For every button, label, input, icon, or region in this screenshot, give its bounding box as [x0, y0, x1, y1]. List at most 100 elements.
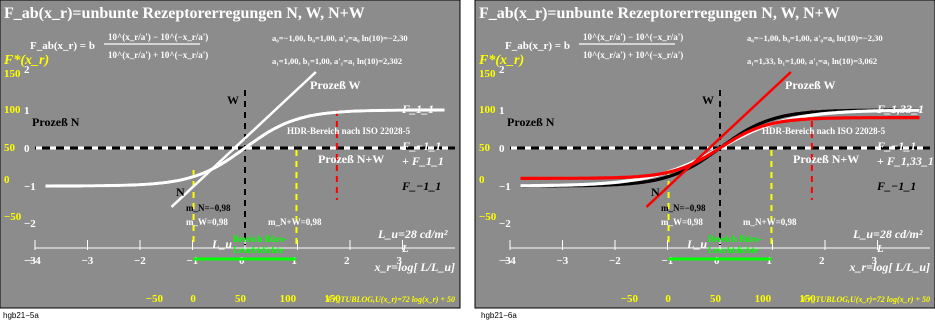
- label-slope-w: m_W=0,98: [186, 217, 228, 227]
- x2-tick-label: 100: [755, 293, 772, 305]
- label-office-1: Bereich Büro-: [708, 234, 762, 244]
- label-hdr-range: HDR-Bereich nach ISO 22028-5: [287, 126, 411, 136]
- params-line-1: a₀=−1,00, b₀=1,00, a'₀=a₀ ln(10)=−2,30: [272, 33, 408, 43]
- label-office-2: Leuchtdichte: [233, 245, 284, 255]
- x2-tick-label: −50: [146, 293, 164, 305]
- label-l: L: [401, 243, 409, 255]
- label-n: N: [651, 185, 660, 199]
- label-process-w: Prozeß W: [310, 78, 361, 92]
- label-slope-nw: m_N+W=0,98: [268, 217, 322, 227]
- curve-label-n-top: F_−1_1: [401, 139, 441, 153]
- y-axis-title: F*(x_r): [3, 53, 49, 68]
- curve-label-n-bottom: F_−1_1: [401, 179, 441, 193]
- y-tick-left: 0: [479, 174, 485, 186]
- x-tick-label: −2: [134, 255, 146, 267]
- x-tick-label: 1: [767, 255, 773, 267]
- formula-denominator: 10^(x_r/a') + 10^(−x_r/a'): [108, 50, 208, 60]
- curve-label-plus: + F_1_1: [402, 154, 444, 168]
- label-w: W: [702, 93, 714, 107]
- y-tick-left: −50: [479, 211, 497, 223]
- y-tick-inner: −3: [499, 255, 511, 267]
- formula-numerator: 10^(x_r/a') − 10^(−x_r/a'): [108, 32, 208, 42]
- label-process-n: Prozeß N: [32, 115, 80, 129]
- formula-denominator: 10^(x_r/a') + 10^(−x_r/a'): [583, 50, 683, 60]
- x-tick-label: −4: [504, 255, 516, 267]
- y-tick-inner: 0: [24, 143, 30, 155]
- x2-tick-label: 150: [324, 293, 341, 305]
- x2-axis-label: F*_TUBLOG,U(x_r)=72 log(x_r) + 50: [801, 295, 930, 304]
- chart-title: F_ab(x_r)=unbunte Rezeptorerregungen N, …: [4, 5, 365, 22]
- curve-label-w: F_1_1: [401, 102, 434, 116]
- label-process-nw: Prozeß N+W: [318, 152, 384, 166]
- y-tick-left: 0: [4, 174, 10, 186]
- x2-axis-label: F*_TUBLOG,U(x_r)=72 log(x_r) + 50: [326, 295, 455, 304]
- x-tick-label: 1: [292, 255, 298, 267]
- curve-w-white: [45, 108, 445, 188]
- label-slope-n: m_N=−0,98: [661, 203, 706, 213]
- x2-tick-label: 50: [710, 293, 722, 305]
- y-tick-left: 50: [479, 142, 491, 154]
- chart-panel-1: F_ab(x_r)=unbunte Rezeptorerregungen N, …: [0, 0, 461, 309]
- y-tick-left: 100: [4, 104, 21, 116]
- label-office-1: Bereich Büro-: [233, 234, 287, 244]
- chart-panel-2: F_ab(x_r)=unbunte Rezeptorerregungen N, …: [474, 0, 935, 309]
- x-tick-label: −1: [187, 255, 199, 267]
- params-line-2: a₁=1,00, b₁=1,00, a'₁=a₁ ln(10)=2,302: [272, 56, 402, 66]
- x2-tick-label: 50: [235, 293, 247, 305]
- y-tick-inner: −1: [24, 181, 36, 193]
- curve-label-plus: + F_1,33_1: [877, 154, 934, 168]
- y-tick-left: 150: [479, 68, 496, 80]
- x-tick-label: −3: [557, 255, 569, 267]
- x-tick-label: 2: [819, 255, 825, 267]
- label-process-w: Prozeß W: [785, 78, 836, 92]
- formula-lhs: F_ab(x_r) = b: [30, 40, 95, 52]
- label-lu-value: L_u=28 cd/m²: [377, 227, 448, 241]
- panel-background: [0, 0, 461, 309]
- y-tick-inner: 0: [499, 143, 505, 155]
- params-line-1: a₀=−1,00, b₀=1,00, a'₀=a₀ ln(10)=−2,30: [747, 33, 883, 43]
- x2-tick-label: 0: [665, 293, 671, 305]
- curve-sum-red: [520, 116, 920, 180]
- x-axis-label: x_r=log[ L/L_u]: [373, 260, 455, 274]
- y-tick-inner: 2: [24, 64, 30, 76]
- y-tick-left: 150: [4, 68, 21, 80]
- y-tick-inner: 1: [499, 105, 505, 117]
- y-tick-inner: −3: [24, 255, 36, 267]
- x-tick-label: 0: [714, 255, 720, 267]
- tangent-line: [170, 71, 317, 208]
- y-tick-inner: 2: [499, 64, 505, 76]
- x2-tick-label: 0: [190, 293, 196, 305]
- label-process-nw: Prozeß N+W: [793, 152, 859, 166]
- label-w: W: [227, 93, 239, 107]
- footer-right: hgb21−6a: [481, 311, 517, 320]
- label-slope-w: m_W=0,98: [661, 217, 703, 227]
- x2-tick-label: 100: [280, 293, 297, 305]
- formula-lhs: F_ab(x_r) = b: [505, 40, 570, 52]
- y-tick-inner: −2: [24, 218, 36, 230]
- curve-label-w: F_1,33_1: [876, 102, 924, 116]
- x-tick-label: −2: [609, 255, 621, 267]
- x2-tick-label: 150: [799, 293, 816, 305]
- y-axis-title: F*(x_r): [478, 53, 524, 68]
- tangent-line: [645, 71, 792, 208]
- label-hdr-range: HDR-Bereich nach ISO 22028-5: [762, 126, 886, 136]
- label-lu: L_u: [211, 237, 232, 251]
- x-tick-label: 3: [872, 255, 878, 267]
- label-l: L: [876, 243, 884, 255]
- params-line-2: a₁=1,33, b₁=1,00, a'₁=a₁ ln(10)=3,062: [747, 56, 877, 66]
- label-lu: L_u: [686, 237, 707, 251]
- y-tick-inner: 1: [24, 105, 30, 117]
- y-tick-inner: −1: [499, 181, 511, 193]
- curve-label-n-bottom: F_−1_1: [876, 179, 916, 193]
- y-tick-left: −50: [4, 211, 22, 223]
- label-lu-value: L_u=28 cd/m²: [852, 227, 923, 241]
- x-tick-label: −1: [662, 255, 674, 267]
- x-tick-label: −3: [82, 255, 94, 267]
- x-tick-label: 0: [239, 255, 245, 267]
- label-office-2: Leuchtdichte: [708, 245, 759, 255]
- panel-background: [474, 0, 935, 309]
- x-tick-label: 2: [344, 255, 350, 267]
- label-slope-n: m_N=−0,98: [186, 203, 231, 213]
- x-tick-label: 3: [397, 255, 403, 267]
